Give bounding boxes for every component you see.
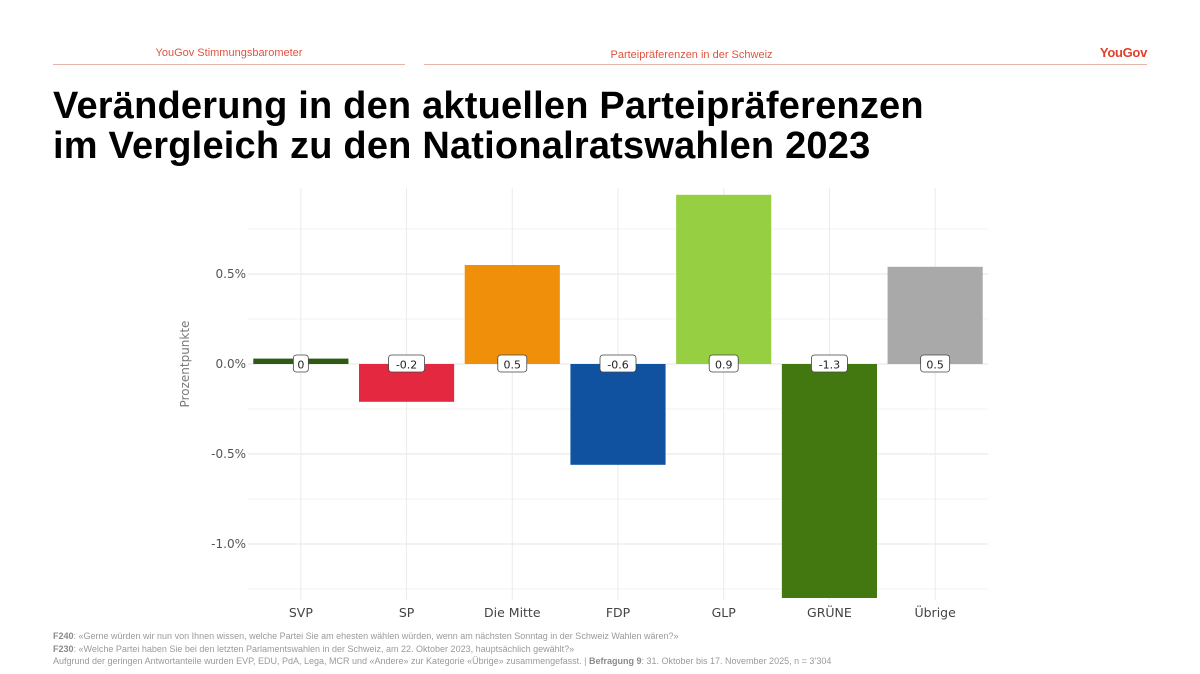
data-label-text: 0.9 bbox=[715, 359, 733, 372]
footnote-f240: F240: «Gerne würden wir nun von Ihnen wi… bbox=[53, 631, 679, 641]
page-title-line-2: im Vergleich zu den Nationalratswahlen 2… bbox=[53, 125, 871, 167]
footnote-f230: F230: «Welche Partei haben Sie bei den l… bbox=[53, 643, 575, 654]
x-tick-label: Übrige bbox=[914, 604, 956, 620]
data-label-box bbox=[388, 354, 425, 373]
y-axis-title: Prozentpunkte bbox=[178, 321, 192, 408]
data-label-box bbox=[811, 354, 848, 373]
data-label-box bbox=[599, 354, 637, 373]
x-tick-label: SVP bbox=[289, 605, 313, 620]
y-tick-label: -0.5% bbox=[211, 447, 246, 461]
data-label: -1.3 bbox=[811, 354, 848, 373]
data-label: 0.5 bbox=[497, 354, 528, 373]
bar-übrige bbox=[887, 266, 983, 364]
footnotes: F240: «Gerne würden wir nun von Ihnen wi… bbox=[53, 630, 831, 668]
header-survey-name: YouGov Stimmungsbarometer bbox=[155, 47, 303, 59]
chart-y-axis: 0.5% 0.0% -0.5% -1.0% bbox=[211, 267, 246, 551]
bar-fdp bbox=[570, 364, 666, 465]
data-label-box bbox=[292, 354, 309, 373]
y-tick-label: -1.0% bbox=[211, 537, 246, 551]
x-tick-label: Die Mitte bbox=[484, 605, 541, 620]
data-label: -0.6 bbox=[599, 354, 637, 373]
data-label-text: -1.3 bbox=[819, 359, 840, 372]
bar-grüne bbox=[781, 364, 877, 598]
data-label: 0 bbox=[292, 354, 309, 373]
data-label-box bbox=[920, 354, 951, 373]
data-label-text: -0.6 bbox=[607, 359, 628, 372]
x-tick-label: FDP bbox=[606, 605, 631, 620]
header-divider-left bbox=[53, 64, 405, 65]
x-tick-label: GLP bbox=[712, 605, 737, 620]
bar-glp bbox=[676, 194, 772, 364]
data-label-text: 0.5 bbox=[504, 359, 522, 372]
data-label-text: -0.2 bbox=[396, 359, 417, 372]
bar-die-mitte bbox=[464, 265, 560, 364]
footnote-note: Aufgrund der geringen Antwortanteile wur… bbox=[53, 656, 832, 666]
chart-data-labels: 0 -0.2 0.5 -0.6 0.9 -1.3 0.5 bbox=[292, 354, 951, 373]
data-label-text: 0 bbox=[297, 359, 304, 372]
data-label-box bbox=[708, 354, 739, 373]
chart-bars bbox=[253, 194, 983, 598]
data-label: 0.9 bbox=[708, 354, 739, 373]
page-title: Veränderung in den aktuellen Parteipräfe… bbox=[53, 86, 924, 166]
brand-logo: YouGov bbox=[1099, 45, 1147, 60]
data-label: 0.5 bbox=[920, 354, 951, 373]
header-topic: Parteipräferenzen in der Schweiz bbox=[610, 49, 773, 61]
data-label-box bbox=[497, 354, 528, 373]
x-tick-label: GRÜNE bbox=[807, 604, 852, 620]
y-tick-label: 0.0% bbox=[216, 357, 247, 371]
header-divider-right bbox=[424, 64, 1147, 65]
chart-x-axis: SVP SP Die Mitte FDP GLP GRÜNE Übrige bbox=[289, 604, 956, 620]
x-tick-label: SP bbox=[399, 605, 415, 620]
data-label: -0.2 bbox=[388, 354, 425, 373]
page-title-line-1: Veränderung in den aktuellen Parteipräfe… bbox=[53, 85, 924, 127]
data-label-text: 0.5 bbox=[926, 359, 944, 372]
y-tick-label: 0.5% bbox=[216, 267, 247, 281]
